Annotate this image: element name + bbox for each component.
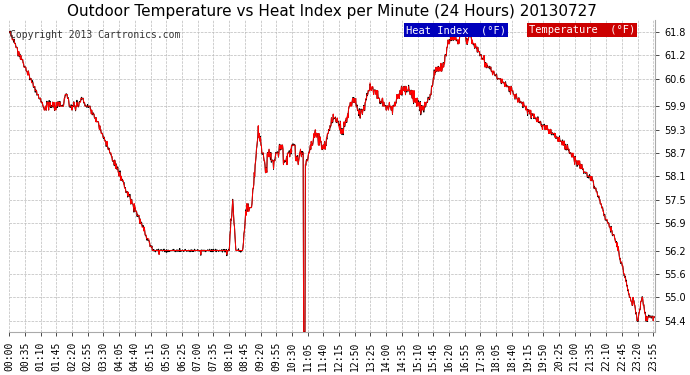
Text: Temperature  (°F): Temperature (°F) bbox=[529, 25, 635, 35]
Text: Copyright 2013 Cartronics.com: Copyright 2013 Cartronics.com bbox=[10, 30, 181, 40]
Text: Heat Index  (°F): Heat Index (°F) bbox=[406, 25, 506, 35]
Title: Outdoor Temperature vs Heat Index per Minute (24 Hours) 20130727: Outdoor Temperature vs Heat Index per Mi… bbox=[67, 4, 597, 19]
